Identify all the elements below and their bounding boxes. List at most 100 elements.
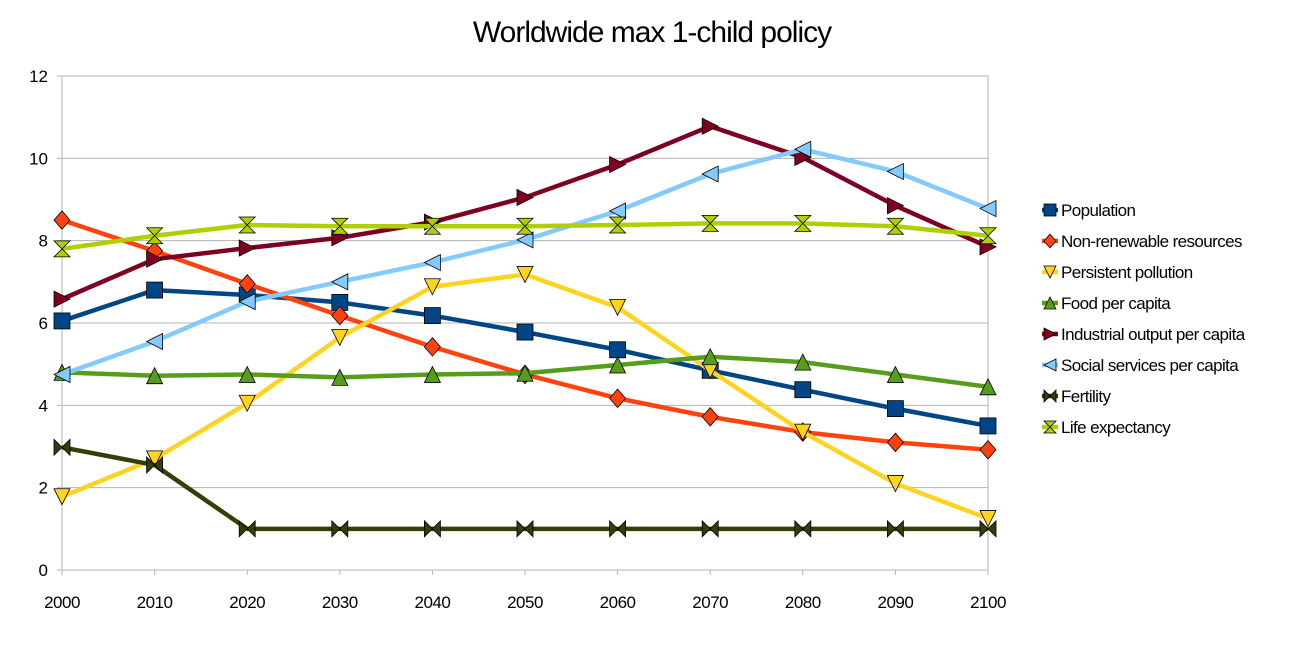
data-point-marker [794, 423, 812, 441]
data-point-marker [886, 475, 905, 493]
data-point-marker [609, 155, 627, 174]
legend: Population Non-renewable resources Persist… [1042, 201, 1246, 437]
data-point-marker [979, 439, 997, 460]
data-point-marker [516, 266, 534, 284]
data-point-marker [1043, 296, 1057, 310]
data-point-marker [423, 519, 441, 538]
data-point-marker [53, 365, 71, 384]
series-line [61, 272, 989, 521]
data-point-marker [979, 510, 997, 528]
data-point-marker [516, 323, 534, 341]
data-point-marker [886, 217, 905, 235]
data-point-marker [423, 217, 442, 235]
data-point-marker [608, 356, 627, 374]
data-point-marker [423, 278, 442, 296]
data-point-marker [238, 216, 257, 234]
data-point-marker [886, 162, 904, 181]
legend-label: Industrial output per capita [1061, 325, 1246, 344]
data-point-marker [701, 519, 719, 538]
data-point-marker [887, 197, 905, 215]
x-tick-label: 2010 [137, 593, 173, 612]
data-point-marker [330, 273, 349, 291]
data-point-marker [1043, 203, 1057, 217]
data-point-marker [331, 368, 349, 386]
data-point-marker [608, 216, 627, 234]
legend-entry: Food per capita [1042, 294, 1172, 313]
data-point-marker [331, 329, 349, 347]
legend-label: Non-renewable resources [1061, 232, 1242, 251]
data-point-marker [887, 400, 904, 418]
data-point-marker [145, 332, 164, 351]
data-point-marker [701, 117, 720, 135]
data-point-marker [979, 519, 997, 538]
x-tick-label: 2040 [414, 593, 450, 612]
data-point-marker [608, 298, 627, 317]
y-tick-label: 10 [29, 149, 48, 168]
series-food-per-capita [53, 347, 997, 396]
data-point-marker [516, 231, 534, 249]
data-point-marker [331, 305, 349, 326]
data-point-marker [146, 250, 164, 268]
data-point-marker [887, 519, 904, 538]
data-point-marker [886, 365, 905, 383]
data-point-marker [1043, 420, 1057, 434]
data-point-marker [53, 240, 71, 258]
data-point-marker [423, 253, 441, 272]
data-point-marker [793, 214, 812, 232]
legend-label: Fertility [1061, 387, 1111, 406]
data-point-marker [1043, 358, 1057, 372]
data-point-marker [238, 365, 256, 383]
x-tick-label: 2020 [229, 593, 265, 612]
legend-entry: Life expectancy [1042, 418, 1172, 437]
y-tick-label: 8 [39, 232, 48, 251]
data-point-marker [238, 274, 256, 294]
data-point-marker [609, 519, 626, 538]
data-point-marker [53, 290, 71, 308]
data-point-marker [794, 519, 812, 538]
data-point-marker [979, 227, 997, 245]
data-point-marker [423, 337, 441, 357]
x-tick-label: 2050 [507, 593, 543, 612]
series-persistent-pollution [53, 266, 997, 528]
data-point-marker [146, 281, 164, 299]
data-point-marker [701, 347, 719, 366]
x-tick-label: 2100 [970, 593, 1006, 612]
data-point-marker [53, 210, 71, 230]
data-point-marker [793, 140, 812, 158]
data-point-marker [423, 365, 442, 383]
legend-entry: Persistent pollution [1042, 263, 1193, 282]
data-point-marker [146, 456, 164, 474]
data-point-marker [1043, 265, 1057, 279]
data-point-marker [608, 202, 626, 220]
legend-entry: Industrial output per capita [1042, 325, 1246, 344]
series-social-services-per-capita [53, 140, 997, 384]
data-point-marker [238, 394, 256, 413]
axes: 0 2 4 6 8 10 12 2000 2010 2020 2030 2040 2050 2060 207… [29, 67, 1006, 612]
data-point-marker [330, 217, 349, 235]
data-point-marker [516, 217, 534, 235]
legend-label: Population [1061, 201, 1135, 220]
data-point-marker [145, 450, 164, 468]
series-population [53, 281, 997, 435]
data-point-marker [53, 438, 71, 457]
data-point-marker [145, 227, 164, 245]
y-tick-label: 0 [39, 561, 48, 580]
data-point-marker [701, 165, 719, 183]
data-point-marker [979, 199, 997, 218]
data-point-marker [979, 377, 997, 396]
y-tick-label: 4 [39, 396, 48, 415]
data-point-marker [794, 353, 812, 371]
data-point-marker [238, 519, 256, 538]
data-point-marker [886, 432, 904, 453]
data-point-marker [609, 341, 626, 359]
series-life-expectancy [53, 214, 997, 258]
legend-entry: Fertility [1042, 387, 1112, 406]
y-tick-label: 12 [29, 67, 48, 86]
x-tick-label: 2060 [600, 593, 636, 612]
data-point-marker [794, 381, 812, 399]
data-point-marker [1043, 327, 1057, 341]
series-fertility [53, 438, 997, 538]
legend-label: Social services per capita [1061, 356, 1239, 375]
